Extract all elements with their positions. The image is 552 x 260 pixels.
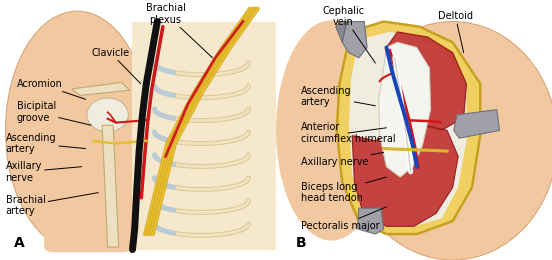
Ellipse shape	[348, 22, 552, 260]
Text: Axillary nerve: Axillary nerve	[301, 152, 384, 166]
Text: Bicipital
groove: Bicipital groove	[17, 101, 91, 125]
Text: Pectoralis major: Pectoralis major	[301, 207, 386, 231]
Polygon shape	[352, 125, 458, 226]
Text: Biceps long
head tendon: Biceps long head tendon	[301, 177, 386, 203]
Polygon shape	[337, 22, 480, 234]
Text: Clavicle: Clavicle	[91, 48, 141, 84]
Polygon shape	[342, 22, 367, 58]
Polygon shape	[102, 125, 119, 247]
Text: Deltoid: Deltoid	[438, 11, 473, 53]
Polygon shape	[379, 42, 431, 177]
Ellipse shape	[87, 98, 128, 132]
Text: Acromion: Acromion	[17, 79, 86, 99]
Ellipse shape	[276, 20, 386, 241]
Polygon shape	[386, 32, 466, 131]
Text: Brachial
plexus: Brachial plexus	[146, 3, 213, 58]
Text: Ascending
artery: Ascending artery	[301, 86, 375, 107]
Text: Axillary
nerve: Axillary nerve	[6, 161, 82, 183]
Text: Ascending
artery: Ascending artery	[6, 133, 86, 154]
Polygon shape	[336, 22, 347, 42]
FancyBboxPatch shape	[44, 99, 132, 252]
Polygon shape	[454, 110, 500, 138]
Ellipse shape	[6, 11, 149, 250]
Text: A: A	[14, 236, 24, 250]
Polygon shape	[358, 208, 384, 234]
Polygon shape	[72, 82, 130, 95]
Polygon shape	[349, 32, 466, 226]
Text: B: B	[295, 236, 306, 250]
Bar	[132, 22, 276, 250]
Text: Brachial
artery: Brachial artery	[6, 193, 98, 216]
Text: Cephalic
vein: Cephalic vein	[322, 5, 375, 63]
Text: Anterior
circumflex humeral: Anterior circumflex humeral	[301, 122, 395, 144]
